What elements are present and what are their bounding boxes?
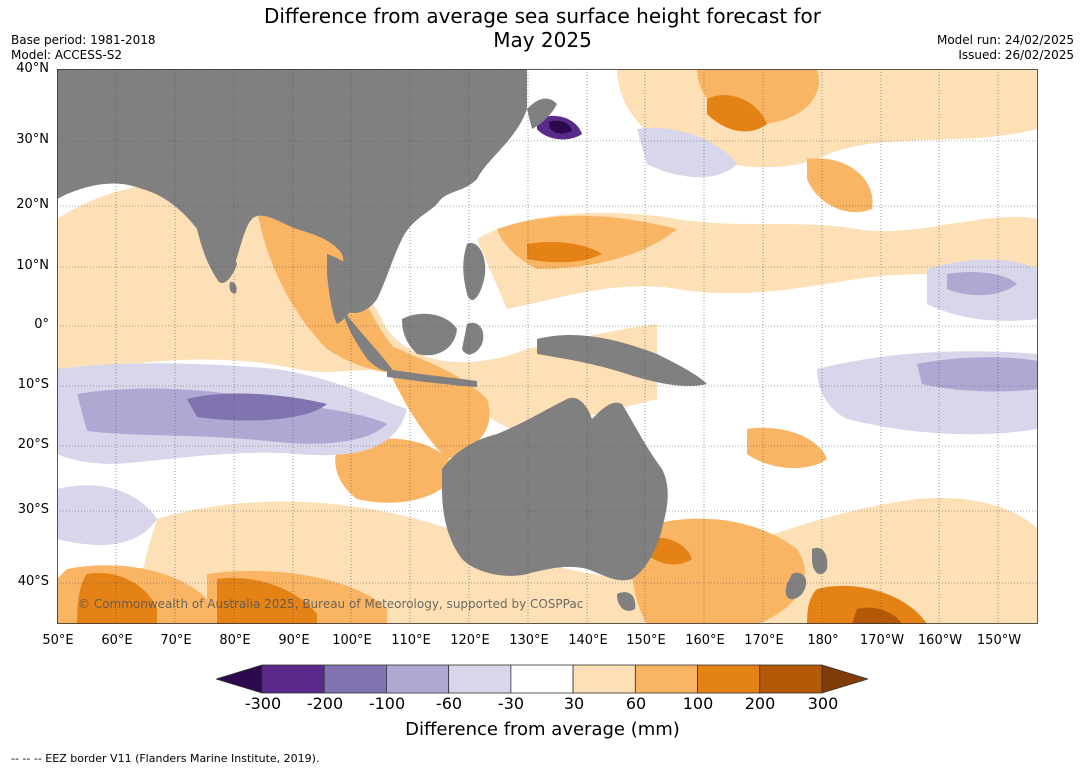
meta-right: Model run: 24/02/2025 Issued: 26/02/2025 [937, 33, 1074, 63]
lat-label: 0° [34, 317, 49, 332]
lon-label: 120°E [450, 633, 490, 648]
anomaly-orange-indonesia [377, 339, 490, 459]
land-new-zealand-north [812, 547, 828, 575]
colorbar-swatch [386, 664, 450, 694]
anomaly-orange-nepac [807, 158, 873, 213]
colorbar-swatch [261, 664, 325, 694]
land-india-peninsula [197, 229, 237, 284]
land-new-guinea [537, 334, 707, 386]
lat-label: 40°S [17, 574, 49, 589]
colorbar-tick: -200 [306, 694, 344, 713]
land-sumatra [342, 309, 392, 371]
colorbar [216, 664, 868, 694]
anomaly-dark-orange-5 [527, 242, 602, 263]
lat-label: 30°N [16, 132, 49, 147]
lon-label: 130°E [509, 633, 549, 648]
lon-label: 70°E [160, 633, 192, 648]
colorbar-swatch [510, 664, 574, 694]
land-tasmania [617, 592, 636, 611]
lat-label: 40°N [16, 61, 49, 76]
colorbar-label: Difference from average (mm) [405, 719, 680, 740]
colorbar-arrow-high [821, 664, 868, 694]
title-line-1: Difference from average sea surface heig… [263, 4, 822, 28]
colorbar-swatch [572, 664, 636, 694]
base-period: Base period: 1981-2018 [11, 33, 156, 47]
lon-label: 100°E [332, 633, 372, 648]
map-border [57, 69, 1038, 624]
anomaly-dark-orange-1 [77, 573, 157, 624]
lat-label: 10°S [17, 377, 49, 392]
chart-title: Difference from average sea surface heig… [0, 4, 1085, 52]
land-asia [57, 69, 527, 314]
lon-label: 170°E [744, 633, 784, 648]
lon-label: 150°W [976, 633, 1022, 648]
land-java [387, 369, 477, 387]
anomaly-light-purple-sw [57, 485, 157, 545]
colorbar-tick: -30 [497, 694, 525, 713]
lon-label: 160°E [685, 633, 725, 648]
lon-label: 160°W [917, 633, 963, 648]
anomaly-dark-purple-indian [187, 393, 327, 421]
anomaly-orange-west-aus [335, 438, 457, 503]
colorbar-swatch [448, 664, 512, 694]
land-indochina [327, 254, 362, 324]
anomaly-dark-orange-4 [707, 95, 767, 132]
colorbar-tick: 30 [563, 694, 585, 713]
land-japan [527, 98, 557, 129]
lon-label: 90°E [278, 633, 310, 648]
land-new-zealand-south [785, 572, 807, 600]
anomaly-dark-orange-6 [647, 537, 692, 565]
lat-label: 20°S [17, 437, 49, 452]
meta-left: Base period: 1981-2018 Model: ACCESS-S2 [11, 33, 156, 63]
colorbar-swatch [697, 664, 761, 694]
eez-footnote: -- -- -- EEZ border V11 (Flanders Marine… [11, 752, 320, 765]
lon-label: 140°E [568, 633, 608, 648]
lon-label: 80°E [219, 633, 251, 648]
land-borneo [402, 313, 457, 356]
colorbar-tick: 60 [625, 694, 647, 713]
land-sulawesi [462, 322, 484, 355]
copyright-watermark: © Commonwealth of Australia 2025, Bureau… [78, 597, 584, 611]
lat-label: 20°N [16, 197, 49, 212]
colorbar-tick: -300 [244, 694, 282, 713]
land-australia [442, 397, 668, 581]
lon-label: 60°E [101, 633, 133, 648]
land-sri-lanka [229, 281, 237, 294]
anomaly-light-purple-nw [637, 128, 737, 178]
map-panel [57, 69, 1038, 624]
title-line-2: May 2025 [493, 28, 592, 52]
colorbar-tick: 100 [682, 694, 714, 713]
colorbar-tick: 300 [807, 694, 839, 713]
model-name: Model: ACCESS-S2 [11, 48, 123, 62]
lon-label: 170°W [859, 633, 905, 648]
anomaly-orange-coral [747, 427, 827, 469]
colorbar-tick: -100 [368, 694, 406, 713]
anomaly-purple-pacific [917, 357, 1038, 392]
anomaly-dark-orange-2 [217, 578, 317, 624]
colorbar-tick: 200 [744, 694, 776, 713]
anomaly-dark-orange-3 [807, 585, 927, 624]
colorbar-swatch [323, 664, 387, 694]
lat-label: 30°S [17, 502, 49, 517]
lat-label: 10°N [16, 258, 49, 273]
colorbar-arrow-low [216, 664, 263, 694]
model-run: Model run: 24/02/2025 [936, 33, 1074, 47]
lon-label: 110°E [391, 633, 431, 648]
lon-label: 180° [807, 633, 839, 648]
lon-label: 150°E [626, 633, 666, 648]
graticule [57, 69, 1038, 624]
lon-label: 50°E [42, 633, 74, 648]
colorbar-swatch [759, 664, 823, 694]
anomaly-darkest-purple-japan [549, 120, 572, 134]
issued-date: Issued: 26/02/2025 [958, 48, 1074, 62]
colorbar-tick: -60 [435, 694, 463, 713]
anomaly-purple-ne [947, 272, 1017, 296]
landmasses [57, 69, 828, 611]
colorbar-swatch [634, 664, 698, 694]
anomaly-darkest-orange [852, 607, 902, 624]
